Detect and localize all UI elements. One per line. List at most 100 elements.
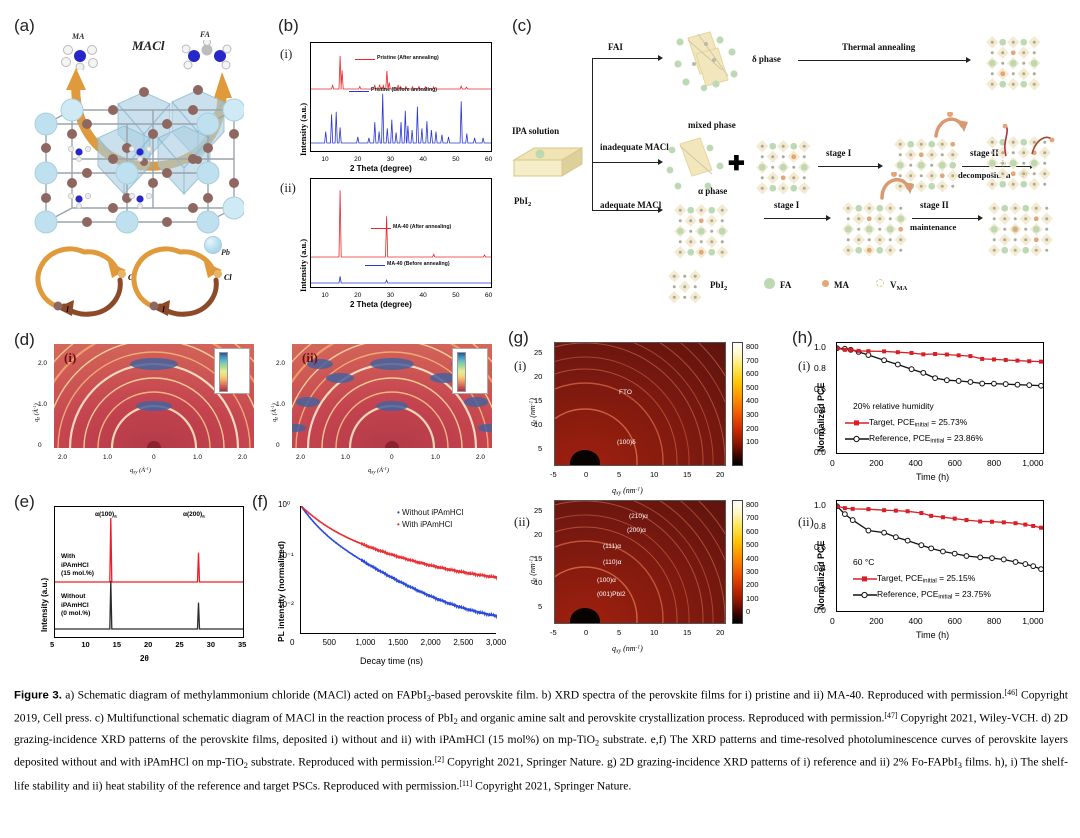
maintenance-label: maintenance <box>910 222 957 232</box>
panel-c-letter: (c) <box>512 16 532 35</box>
tick-label: 800 <box>746 342 759 351</box>
row2-stage1-lattice <box>890 134 963 202</box>
tick-label: 100 <box>746 437 759 447</box>
tick-label: 1.0 <box>193 454 203 461</box>
panel-c-mechanism: (c) IPA solution PbI2 FAI <box>512 14 1072 324</box>
tick-label: 1,000 <box>1022 616 1044 626</box>
tick-label: 0 <box>584 628 589 637</box>
tick-label: 500 <box>746 540 759 550</box>
tick-label: 10 <box>321 156 329 163</box>
tick-label: 50 <box>452 156 460 163</box>
svg-text:I: I <box>65 305 70 314</box>
tick-label: 5 <box>617 470 622 479</box>
thermal-annealing-label: Thermal annealing <box>842 42 916 52</box>
tick-label: 2.0 <box>296 454 306 461</box>
panel-h-i-plot: 20% relative humidity Target, PCEinitial… <box>834 342 1044 454</box>
panel-d-giwaxs: (d) (i) qz (Å-1) qxy (Å-1) 2.0 1.0 0 1.0 2.0… <box>14 330 504 485</box>
panel-g-ii-xlabel: qxy (nm-1) <box>612 644 643 655</box>
panel-b-ii-ylabel: Intensity (a.u.) <box>298 238 308 292</box>
panel-b-i-ylabel: Intensity (a.u.) <box>298 102 308 156</box>
tick-label: 20 <box>716 628 725 637</box>
tick-label: 40 <box>419 156 427 163</box>
tick-label: 2.0 <box>476 454 486 461</box>
figure-caption: Figure 3. a) Schematic diagram of methyl… <box>14 688 1069 793</box>
tick-label: 2.0 <box>38 360 48 367</box>
halide-exchange-cycles-icon: Cl I Cl I <box>35 246 232 317</box>
panel-b-ii-svg <box>311 190 491 284</box>
alpha-lattice-1 <box>982 32 1045 100</box>
panel-h-i-legend-1: Target, PCEinitial = 25.73% <box>869 417 968 429</box>
panel-a-letter: (a) <box>14 16 35 35</box>
tick-label: -5 <box>550 470 557 479</box>
tick-label: 5 <box>538 444 543 453</box>
panel-g-sub-ii: (ii) <box>514 514 530 529</box>
tick-label: 0 <box>746 607 751 617</box>
panel-d-sub-i: (i) <box>64 350 77 365</box>
tick-label: 20 <box>354 156 362 163</box>
tick-label: 10 <box>321 292 329 299</box>
tick-label: 0.4 <box>814 405 826 416</box>
tick-label: 200 <box>869 616 884 626</box>
tick-label: 0.6 <box>814 542 826 553</box>
panel-h-i-legend-1-swatch <box>845 420 869 426</box>
route-fai-label: FAI <box>608 42 623 52</box>
panel-d-i-colorbar <box>219 352 228 392</box>
giwaxs-annotation: (210)α <box>629 513 648 520</box>
panel-e-ylabel: Intensity (a.u.) <box>40 577 49 632</box>
panel-b-ii-xlabel: 2 Theta (degree) <box>350 300 412 309</box>
panel-h-i-xlabel: Time (h) <box>916 472 950 482</box>
tick-label: 50 <box>452 292 460 299</box>
tick-label: 30 <box>386 292 395 299</box>
panel-e-xlabel: 2θ <box>140 654 149 663</box>
legend-swatch-red <box>355 59 375 61</box>
tick-label: 10⁻² <box>278 599 294 609</box>
tick-label: 5 <box>617 628 622 637</box>
stage2-row3-label: stage II <box>920 200 949 210</box>
panel-b-ii-legend-1: MA-40 (After annealing) <box>393 224 452 230</box>
panel-f-legend-1-text: Without iPAmHCl <box>402 508 464 517</box>
decomposition-label: decomposition <box>958 170 1011 180</box>
tick-label: 1,000 <box>355 638 376 647</box>
panel-h-letter: (h) <box>792 328 813 347</box>
arrow-stage2-row3 <box>912 218 980 219</box>
tick-label: 2,500 <box>453 638 474 647</box>
tick-label: 10 <box>650 628 659 637</box>
tick-label: 700 <box>746 513 759 523</box>
tick-label: 1.0 <box>431 454 441 461</box>
tick-label: -5 <box>550 628 557 637</box>
panel-e-svg <box>55 517 243 630</box>
panel-g-ii-map: (210)α (200)α (111)α (110)α (100)α (001)PbI2 <box>554 500 726 624</box>
legend-swatch-blue-2 <box>365 265 385 267</box>
panel-b-i-xlabel: 2 Theta (degree) <box>350 164 412 173</box>
giwaxs-annotation: (001)PbI2 <box>597 591 626 598</box>
tick-label: 2.0 <box>276 360 286 367</box>
tick-label: 0.8 <box>814 521 826 532</box>
tick-label: 400 <box>746 396 759 406</box>
tick-label: 1,500 <box>388 638 409 647</box>
panel-d-ii-colorbar-box <box>452 348 488 394</box>
mixed-phase-label: mixed phase <box>688 120 736 130</box>
tick-label: 20 <box>144 640 153 649</box>
c-trunk-line <box>592 58 593 210</box>
arrow-stage1-row3 <box>764 218 828 219</box>
pbi2-substrate-icon <box>512 147 584 177</box>
legend-pbi2-label: PbI2 <box>710 280 728 292</box>
giwaxs-annotation: FTO <box>619 389 632 396</box>
tick-label: 0 <box>276 442 280 449</box>
panel-f-legend-2-text: With iPAmHCl <box>402 520 453 529</box>
panel-f-pl: (f) PL intensity (normalized) • Without … <box>252 492 506 677</box>
tick-label: 600 <box>947 458 962 468</box>
panel-b-i-svg <box>311 55 491 144</box>
stage1-row2-label: stage I <box>826 148 852 158</box>
tick-label: 200 <box>746 423 759 433</box>
row3-stage1-lattice <box>838 198 911 266</box>
tick-label: 30 <box>386 156 395 163</box>
ma-molecule-icon <box>61 45 98 70</box>
panel-b-ii-legend-2: MA-40 (Before annealing) <box>387 261 450 267</box>
giwaxs-annotation: (110)α <box>603 559 622 566</box>
tick-label: 200 <box>869 458 884 468</box>
tick-label: 400 <box>908 616 923 626</box>
tick-label: 0.0 <box>814 605 826 615</box>
panel-b-sub-ii: (ii) <box>280 180 296 195</box>
panel-e-annotation-1: α(100)a <box>95 511 117 519</box>
